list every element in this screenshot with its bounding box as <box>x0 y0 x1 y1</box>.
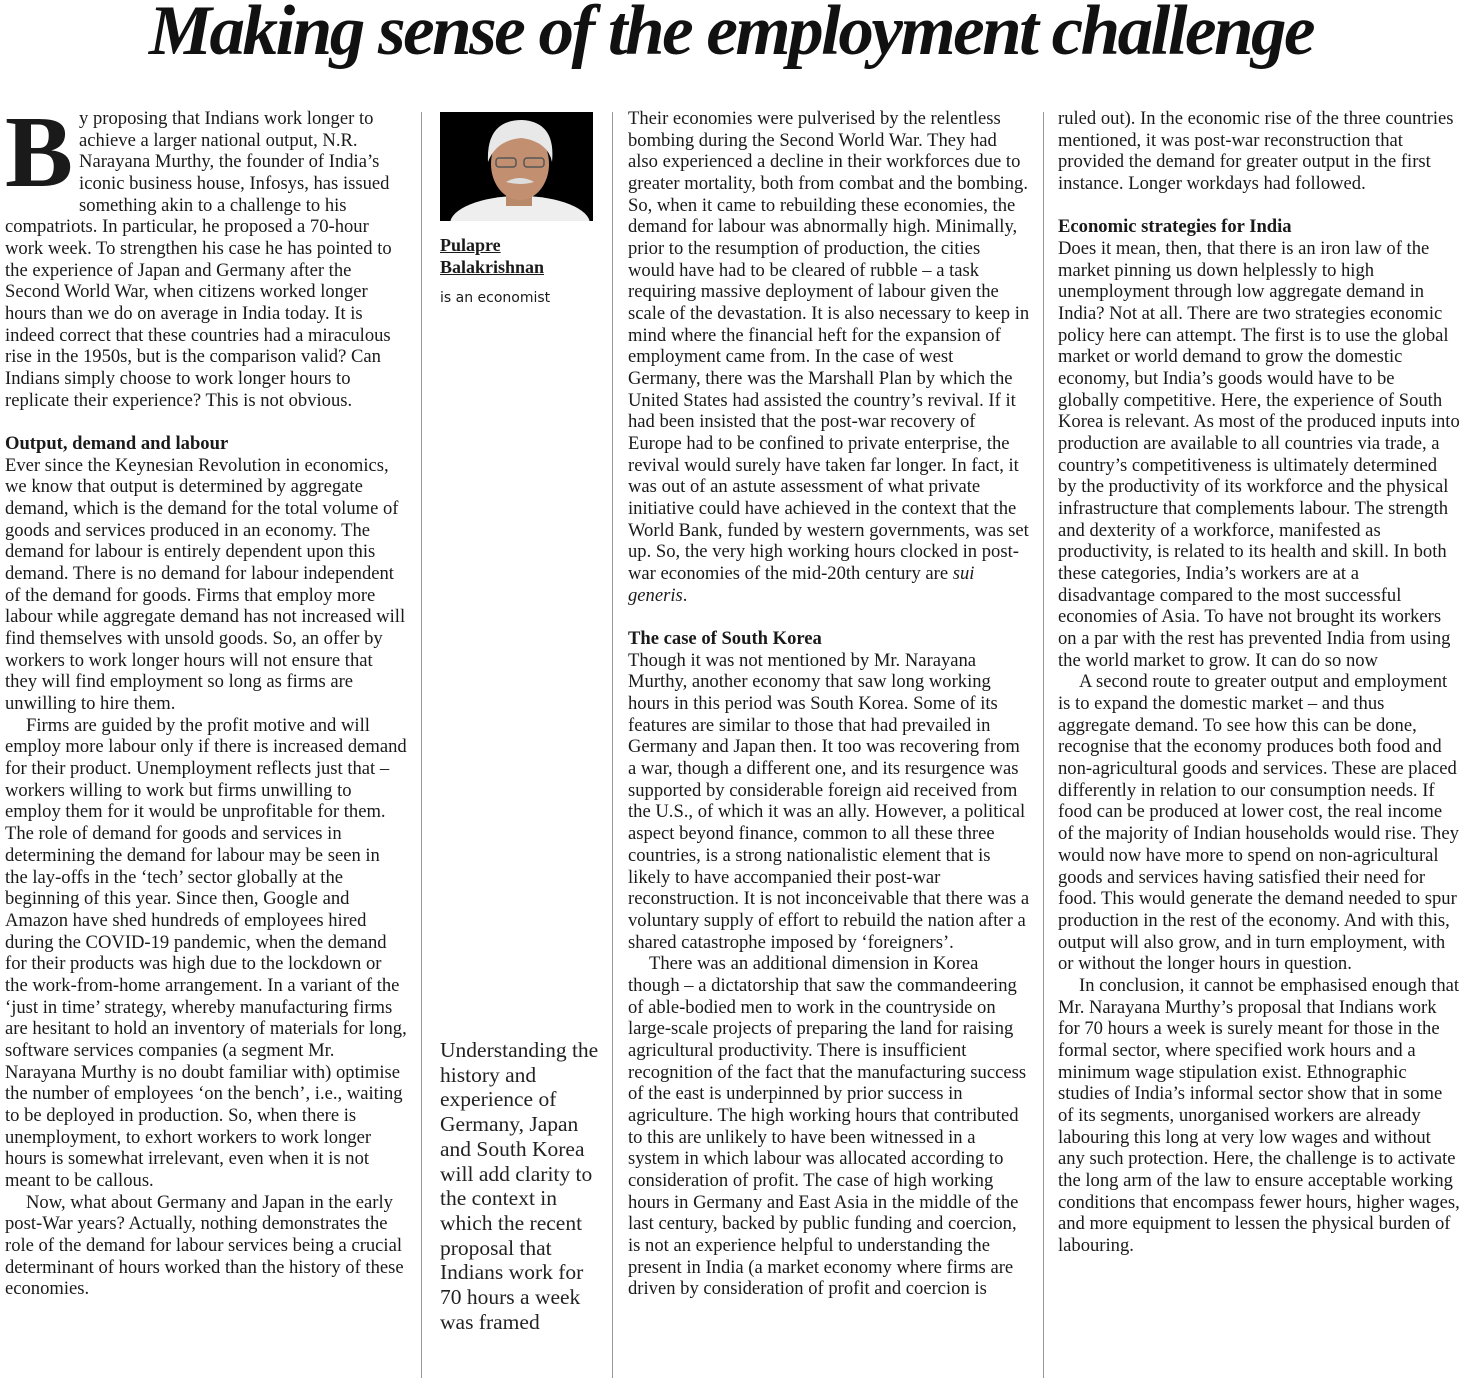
paragraph: Their economies were pulverised by the r… <box>628 108 1030 606</box>
column-4: ruled out). In the economic rise of the … <box>1058 108 1460 1257</box>
subheading-south-korea: The case of South Korea <box>628 628 822 650</box>
paragraph-text: Their economies were pulverised by the r… <box>628 108 1030 585</box>
column-divider <box>612 112 613 1378</box>
column-divider <box>1043 112 1044 1378</box>
paragraph-text: y proposing that Indians work longer to … <box>5 108 392 411</box>
author-first-name: Pulapre <box>440 235 501 255</box>
pull-quote: Understanding the history and experience… <box>440 1038 599 1334</box>
author-name[interactable]: Pulapre Balakrishnan <box>440 235 544 278</box>
subheading-output-demand-labour: Output, demand and labour <box>5 433 229 455</box>
paragraph-end: . <box>682 584 688 606</box>
paragraph: Firms are guided by the profit motive an… <box>5 714 407 1191</box>
headline: Making sense of the employment challenge <box>148 0 1316 70</box>
paragraph: A second route to greater output and emp… <box>1058 671 1459 975</box>
column-divider <box>421 112 422 1378</box>
author-last-name: Balakrishnan <box>440 256 545 277</box>
paragraph: Ever since the Keynesian Revolution in e… <box>5 454 406 715</box>
italic-phrase: sui generis <box>628 563 975 606</box>
author-role: is an economist <box>440 290 551 306</box>
paragraph: Does it mean, then, that there is an iro… <box>1058 238 1460 671</box>
paragraph: ruled out). In the economic rise of the … <box>1058 108 1454 195</box>
paragraph: There was an additional dimension in Kor… <box>628 953 1027 1300</box>
subheading-economic-strategies: Economic strategies for India <box>1058 216 1292 238</box>
drop-cap: B <box>5 96 74 209</box>
paragraph: Now, what about Germany and Japan in the… <box>5 1191 404 1300</box>
column-3: Their economies were pulverised by the r… <box>628 108 1030 1300</box>
paragraph: Though it was not mentioned by Mr. Naray… <box>628 649 1030 953</box>
author-photo <box>440 112 593 221</box>
paragraph: In conclusion, it cannot be emphasised e… <box>1058 974 1460 1256</box>
